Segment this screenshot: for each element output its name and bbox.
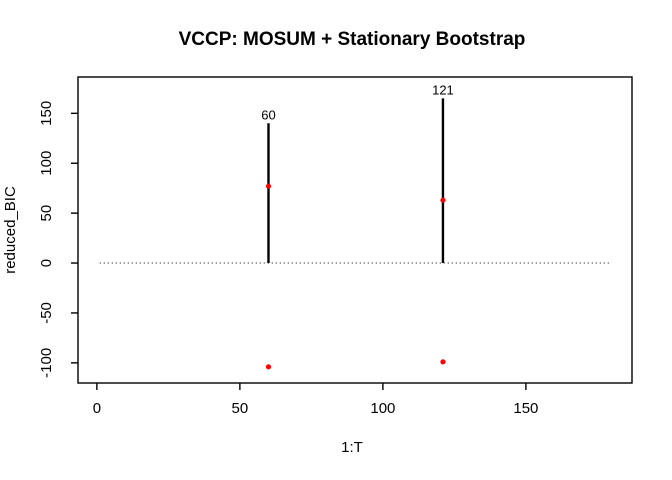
y-axis: -100 -50 0 50 100 150 <box>38 101 78 378</box>
data-points <box>265 183 446 370</box>
chart-title: VCCP: MOSUM + Stationary Bootstrap <box>179 29 526 50</box>
x-axis-label: 1:T <box>341 439 363 456</box>
y-tick-label: 100 <box>38 151 55 176</box>
changepoint-label: 60 <box>261 107 275 122</box>
x-tick-label: 50 <box>232 400 249 417</box>
x-tick-label: 100 <box>370 400 395 417</box>
data-point <box>265 183 272 189</box>
y-axis-label: reduced_BIC <box>2 186 19 274</box>
y-tick-label: 0 <box>38 259 55 267</box>
data-point <box>440 197 446 203</box>
data-point <box>440 359 446 365</box>
y-tick-label: 50 <box>38 205 55 222</box>
data-point <box>265 364 272 370</box>
y-tick-label: -100 <box>38 348 55 378</box>
x-tick-label: 0 <box>93 400 101 417</box>
x-tick-label: 150 <box>513 400 538 417</box>
y-tick-label: 150 <box>38 101 55 126</box>
x-axis: 0 50 100 150 <box>93 383 538 417</box>
changepoint-lines: 60 121 <box>261 82 454 264</box>
changepoint-label: 121 <box>432 82 454 97</box>
plot-box <box>77 76 633 384</box>
y-tick-label: -50 <box>38 302 55 324</box>
